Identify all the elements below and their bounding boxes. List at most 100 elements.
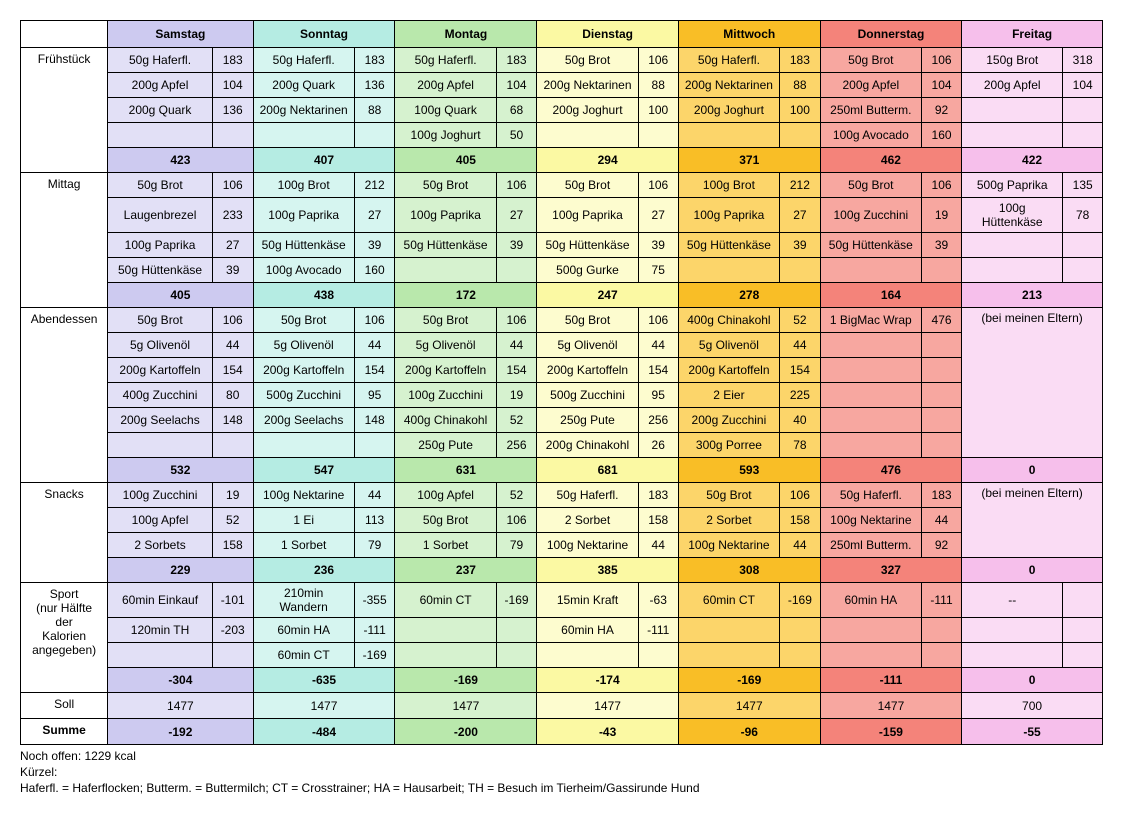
calorie-value: 113 — [354, 508, 395, 533]
food-item: 100g Zucchini — [395, 383, 496, 408]
soll-value: 700 — [962, 693, 1103, 719]
food-item: 5g Olivenöl — [395, 333, 496, 358]
section-subtotal: 278 — [678, 283, 820, 308]
day-header-montag: Montag — [395, 21, 537, 48]
calorie-value: 44 — [496, 333, 537, 358]
calorie-value: 136 — [212, 98, 253, 123]
section-subtotal: 247 — [537, 283, 678, 308]
calorie-value: 104 — [212, 73, 253, 98]
food-item: 200g Kartoffeln — [108, 358, 213, 383]
summe-value: -484 — [253, 719, 395, 745]
food-item — [962, 123, 1063, 148]
calorie-value: 106 — [212, 173, 253, 198]
food-item: 200g Kartoffeln — [395, 358, 496, 383]
section-subtotal: -169 — [678, 668, 820, 693]
summe-value: -200 — [395, 719, 537, 745]
calorie-value — [1063, 258, 1103, 283]
food-item: 50g Hüttenkäse — [108, 258, 213, 283]
calorie-value: 78 — [780, 433, 821, 458]
food-item: 100g Apfel — [108, 508, 213, 533]
food-item — [537, 123, 638, 148]
food-item — [253, 123, 354, 148]
food-item: 50g Brot — [537, 48, 638, 73]
calorie-value: 106 — [496, 308, 537, 333]
day-header-donnerstag: Donnerstag — [820, 21, 961, 48]
food-item: 100g Nektarine — [253, 483, 354, 508]
calorie-value: 104 — [1063, 73, 1103, 98]
day-header-sonntag: Sonntag — [253, 21, 395, 48]
summe-value: -192 — [108, 719, 253, 745]
food-item: 400g Chinakohl — [395, 408, 496, 433]
food-item — [678, 643, 779, 668]
calorie-value — [921, 643, 961, 668]
food-item: 60min HA — [537, 618, 638, 643]
section-subtotal: 213 — [962, 283, 1103, 308]
food-item: 250g Pute — [395, 433, 496, 458]
food-item: 200g Joghurt — [678, 98, 779, 123]
food-item: 200g Apfel — [962, 73, 1063, 98]
food-item: 400g Chinakohl — [678, 308, 779, 333]
food-item: 200g Apfel — [108, 73, 213, 98]
calorie-value: 19 — [496, 383, 537, 408]
food-item: 200g Seelachs — [253, 408, 354, 433]
calorie-value: 92 — [921, 98, 961, 123]
calorie-value — [354, 433, 395, 458]
calorie-value: 106 — [496, 508, 537, 533]
soll-value: 1477 — [537, 693, 678, 719]
food-item — [820, 408, 921, 433]
section-subtotal: 405 — [395, 148, 537, 173]
food-item — [537, 643, 638, 668]
calorie-value — [496, 258, 537, 283]
food-item: 250ml Butterm. — [820, 98, 921, 123]
food-item: 200g Kartoffeln — [678, 358, 779, 383]
food-item: 5g Olivenöl — [678, 333, 779, 358]
calorie-value: 52 — [212, 508, 253, 533]
section-label: Sport (nur Hälfte der Kalorien angegeben… — [21, 583, 108, 693]
calorie-value: 27 — [496, 198, 537, 233]
calorie-value: 44 — [638, 533, 678, 558]
food-item — [962, 618, 1063, 643]
food-item — [678, 258, 779, 283]
calorie-value: 183 — [354, 48, 395, 73]
calorie-value: -169 — [496, 583, 537, 618]
food-item: 5g Olivenöl — [253, 333, 354, 358]
calorie-value — [780, 258, 821, 283]
calorie-value — [921, 408, 961, 433]
food-item — [962, 258, 1063, 283]
food-item — [962, 643, 1063, 668]
food-item: 50g Haferfl. — [253, 48, 354, 73]
section-subtotal: -635 — [253, 668, 395, 693]
food-item: 400g Zucchini — [108, 383, 213, 408]
food-item: 60min CT — [395, 583, 496, 618]
calorie-value: 318 — [1063, 48, 1103, 73]
section-subtotal: -111 — [820, 668, 961, 693]
calorie-value: 100 — [780, 98, 821, 123]
calorie-value: 183 — [496, 48, 537, 73]
calorie-value: 233 — [212, 198, 253, 233]
calorie-value: 40 — [780, 408, 821, 433]
calorie-value: -355 — [354, 583, 395, 618]
food-item: 100g Nektarine — [678, 533, 779, 558]
calorie-value — [921, 358, 961, 383]
footer-notes: Noch offen: 1229 kcal Kürzel: Haferfl. =… — [20, 748, 1103, 797]
calorie-value: 19 — [212, 483, 253, 508]
food-item: 60min Einkauf — [108, 583, 213, 618]
section-subtotal: 462 — [820, 148, 961, 173]
calorie-value: -169 — [354, 643, 395, 668]
section-subtotal: 631 — [395, 458, 537, 483]
calorie-value: 104 — [496, 73, 537, 98]
calorie-value: 212 — [354, 173, 395, 198]
food-item — [678, 123, 779, 148]
food-item: 300g Porree — [678, 433, 779, 458]
calorie-value: 78 — [1063, 198, 1103, 233]
day-header-dienstag: Dienstag — [537, 21, 678, 48]
section-subtotal: 0 — [962, 668, 1103, 693]
food-item: 100g Avocado — [253, 258, 354, 283]
food-item: 100g Nektarine — [820, 508, 921, 533]
food-item: 200g Apfel — [820, 73, 921, 98]
calorie-value: 88 — [354, 98, 395, 123]
calorie-value: 106 — [780, 483, 821, 508]
calorie-value: 39 — [780, 233, 821, 258]
soll-value: 1477 — [108, 693, 253, 719]
food-item: 100g Avocado — [820, 123, 921, 148]
